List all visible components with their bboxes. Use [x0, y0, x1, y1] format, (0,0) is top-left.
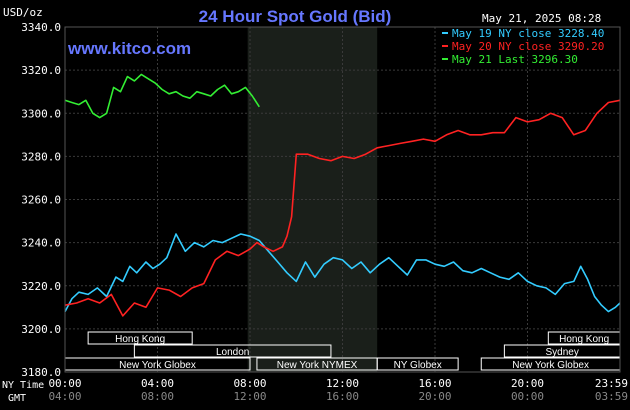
x-tick-label-gmt: 16:00 [326, 390, 359, 403]
legend: May 19 NY close 3228.40 May 20 NY close … [442, 27, 604, 66]
series-layer [64, 73, 621, 317]
x-tick-label-ny: 00:00 [48, 377, 81, 390]
plot-frame [64, 26, 621, 373]
session-label: Sydney [546, 347, 579, 358]
x-tick-label-gmt: 04:00 [48, 390, 81, 403]
y-tick-label: 3240.0 [21, 237, 61, 250]
legend-entry-may-19: May 19 NY close 3228.40 [452, 27, 604, 40]
x-tick-label-gmt: 20:00 [418, 390, 451, 403]
y-tick-label: 3180.0 [21, 366, 61, 379]
timestamp-label: May 21, 2025 08:28 [482, 12, 601, 25]
session-bar [87, 331, 193, 345]
session-bar [376, 357, 459, 371]
watermark-label: www.kitco.com [67, 39, 191, 58]
x-tick-label-ny: 20:00 [511, 377, 544, 390]
x-tick-label-gmt: 03:59 [595, 390, 628, 403]
x-tick-label-ny: 23:59 [595, 377, 628, 390]
chart-title: 24 Hour Spot Gold (Bid) [199, 7, 392, 26]
legend-swatch-may-21 [442, 58, 448, 60]
y-tick-label: 3300.0 [21, 107, 61, 120]
legend-swatch-may-20 [442, 45, 448, 47]
session-label: New York Globex [512, 360, 589, 371]
x-tick-label-ny: 16:00 [418, 377, 451, 390]
session-label: NY Globex [394, 360, 442, 371]
session-label: Hong Kong [115, 334, 165, 345]
y-tick-label: 3340.0 [21, 21, 61, 34]
axis-layer: 3340.0 3320.0 3300.0 3280.0 3260.0 3240.0 3220… [21, 21, 628, 403]
y-tick-label: 3320.0 [21, 64, 61, 77]
legend-entry-may-20: May 20 NY close 3290.20 [452, 40, 604, 53]
x-tick-label-ny: 12:00 [326, 377, 359, 390]
legend-entry-may-21: May 21 Last 3296.30 [452, 53, 578, 66]
y-tick-label: 3220.0 [21, 280, 61, 293]
ny-time-row-label: NY Time [2, 380, 44, 391]
x-tick-label-ny: 04:00 [141, 377, 174, 390]
unit-label: USD/oz [3, 6, 43, 19]
session-bars-layer: Hong Kong London New York Globex New York N… [64, 331, 621, 371]
y-tick-label: 3260.0 [21, 194, 61, 207]
series-line-may-19 [64, 233, 621, 313]
series-line-may-21 [64, 73, 260, 119]
session-label: New York NYMEX [277, 360, 358, 371]
legend-swatch-may-19 [442, 32, 448, 34]
session-label: London [216, 347, 249, 358]
x-tick-label-ny: 08:00 [233, 377, 266, 390]
series-line-may-20 [64, 99, 621, 317]
session-label: New York Globex [119, 360, 196, 371]
y-tick-label: 3280.0 [21, 150, 61, 163]
x-tick-label-gmt: 12:00 [233, 390, 266, 403]
session-bar [133, 344, 332, 358]
session-label: Hong Kong [559, 334, 609, 345]
x-tick-label-gmt: 00:00 [511, 390, 544, 403]
y-tick-label: 3200.0 [21, 323, 61, 336]
x-tick-label-gmt: 08:00 [141, 390, 174, 403]
gmt-row-label: GMT [8, 393, 26, 404]
